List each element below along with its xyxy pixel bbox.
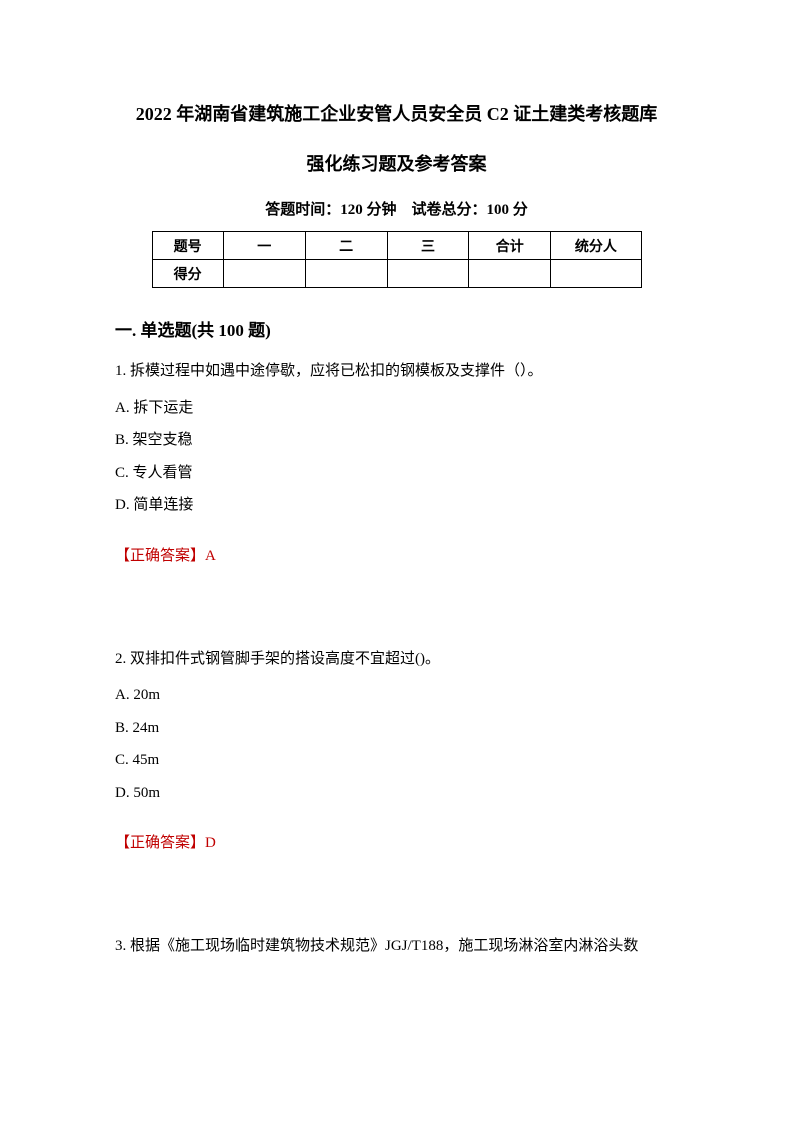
option-b: B. 24m <box>115 714 678 743</box>
table-header-scorer: 统分人 <box>551 232 641 260</box>
table-header-section3: 三 <box>387 232 469 260</box>
table-header-label: 题号 <box>152 232 223 260</box>
table-score-cell <box>223 260 305 288</box>
table-score-cell <box>551 260 641 288</box>
score-table: 题号 一 二 三 合计 统分人 得分 <box>152 231 642 288</box>
table-score-cell <box>469 260 551 288</box>
answer-letter: D <box>205 835 216 851</box>
table-header-section2: 二 <box>305 232 387 260</box>
option-c: C. 45m <box>115 746 678 775</box>
exam-info: 答题时间：120 分钟 试卷总分：100 分 <box>115 198 678 219</box>
table-row: 题号 一 二 三 合计 统分人 <box>152 232 641 260</box>
table-score-label: 得分 <box>152 260 223 288</box>
table-score-cell <box>387 260 469 288</box>
option-a: A. 拆下运走 <box>115 394 678 423</box>
answer-block: 【正确答案】A <box>115 544 678 565</box>
question-text: 1. 拆模过程中如遇中途停歇，应将已松扣的钢模板及支撑件（）。 <box>115 357 678 386</box>
table-row: 得分 <box>152 260 641 288</box>
table-header-section1: 一 <box>223 232 305 260</box>
table-score-cell <box>305 260 387 288</box>
table-header-total: 合计 <box>469 232 551 260</box>
answer-block: 【正确答案】D <box>115 831 678 852</box>
question-text: 2. 双排扣件式钢管脚手架的搭设高度不宜超过()。 <box>115 645 678 674</box>
answer-label: 【正确答案】 <box>115 835 205 851</box>
answer-label: 【正确答案】 <box>115 548 205 564</box>
section-header: 一. 单选题(共 100 题) <box>115 316 678 341</box>
question-3-partial: 3. 根据《施工现场临时建筑物技术规范》JGJ/T188，施工现场淋浴室内淋浴头… <box>115 932 678 961</box>
document-title-line2: 强化练习题及参考答案 <box>115 150 678 176</box>
option-b: B. 架空支稳 <box>115 426 678 455</box>
option-d: D. 简单连接 <box>115 491 678 520</box>
question-1: 1. 拆模过程中如遇中途停歇，应将已松扣的钢模板及支撑件（）。 A. 拆下运走 … <box>115 357 678 565</box>
option-c: C. 专人看管 <box>115 459 678 488</box>
question-2: 2. 双排扣件式钢管脚手架的搭设高度不宜超过()。 A. 20m B. 24m … <box>115 645 678 853</box>
option-a: A. 20m <box>115 681 678 710</box>
answer-letter: A <box>205 548 216 564</box>
document-title-line1: 2022 年湖南省建筑施工企业安管人员安全员 C2 证土建类考核题库 <box>115 100 678 126</box>
option-d: D. 50m <box>115 779 678 808</box>
